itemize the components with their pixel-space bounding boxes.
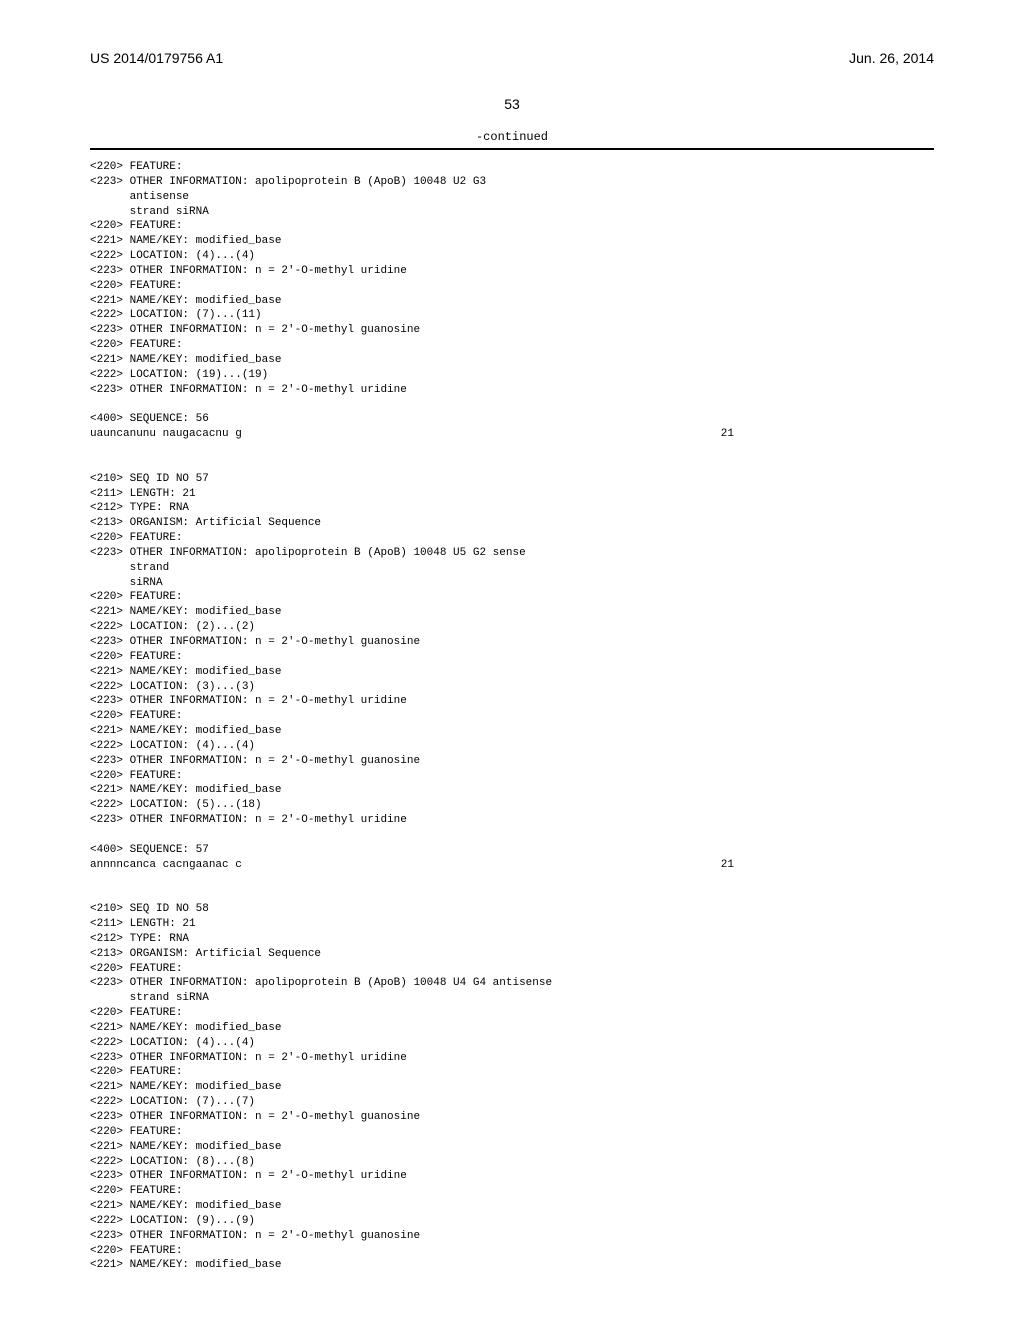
page-number: 53 [90, 96, 934, 112]
sequence-text: annnncanca cacngaanac c [90, 858, 242, 873]
sequence-line: uauncanunu naugacacnu g 21 [90, 427, 934, 442]
divider [90, 148, 934, 150]
sequence-text: uauncanunu naugacacnu g [90, 427, 242, 442]
patent-page: US 2014/0179756 A1 Jun. 26, 2014 53 -con… [0, 0, 1024, 1320]
sequence-block: <210> SEQ ID NO 58 <211> LENGTH: 21 <212… [90, 873, 934, 1274]
sequence-listing: <220> FEATURE: <223> OTHER INFORMATION: … [90, 160, 934, 1273]
sequence-length: 21 [721, 427, 734, 442]
publication-date: Jun. 26, 2014 [849, 50, 934, 66]
sequence-block: <220> FEATURE: <223> OTHER INFORMATION: … [90, 160, 934, 427]
sequence-line: annnncanca cacngaanac c 21 [90, 858, 934, 873]
sequence-length: 21 [721, 858, 734, 873]
continued-label: -continued [90, 130, 934, 144]
page-header: US 2014/0179756 A1 Jun. 26, 2014 [90, 50, 934, 66]
sequence-block: <210> SEQ ID NO 57 <211> LENGTH: 21 <212… [90, 442, 934, 858]
publication-number: US 2014/0179756 A1 [90, 50, 223, 66]
